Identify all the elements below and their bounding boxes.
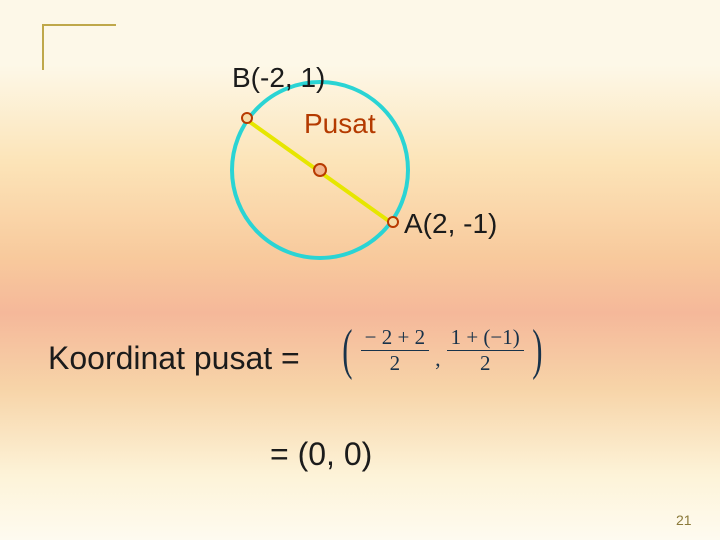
fraction-2-den: 2 xyxy=(476,352,495,374)
koordinat-line: Koordinat pusat = xyxy=(48,340,300,377)
corner-accent xyxy=(42,24,116,70)
fraction-1-den: 2 xyxy=(386,352,405,374)
fraction-2-num: 1 + (−1) xyxy=(447,326,524,348)
fraction-1-num: − 2 + 2 xyxy=(361,326,429,348)
center-label: Pusat xyxy=(304,108,376,140)
point-b-dot xyxy=(241,112,253,124)
fraction-2: 1 + (−1) 2 xyxy=(447,326,524,373)
result-line: = (0, 0) xyxy=(270,436,372,473)
point-a-label: A(2, -1) xyxy=(404,208,497,240)
point-a-dot xyxy=(387,216,399,228)
paren-close: ) xyxy=(532,322,542,378)
midpoint-formula: ( − 2 + 2 2 , 1 + (−1) 2 ) xyxy=(338,322,546,378)
fraction-1: − 2 + 2 2 xyxy=(361,326,429,373)
formula-comma: , xyxy=(435,346,441,372)
point-b-label: B(-2, 1) xyxy=(232,62,325,94)
paren-open: ( xyxy=(342,322,352,378)
page-number: 21 xyxy=(676,512,692,528)
center-dot xyxy=(313,163,327,177)
